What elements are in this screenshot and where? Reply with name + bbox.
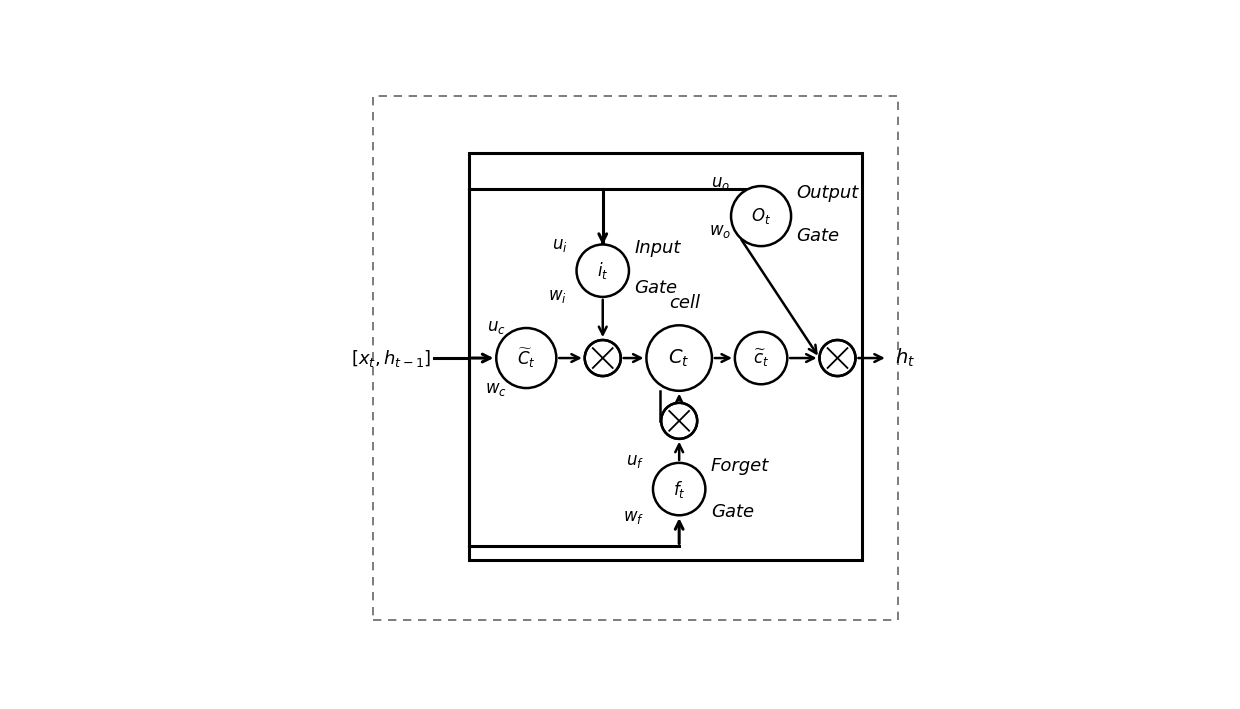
Text: $h_t$: $h_t$: [895, 347, 915, 369]
Circle shape: [820, 340, 856, 376]
Text: $w_o$: $w_o$: [709, 221, 732, 240]
Text: $\widetilde{C}_t$: $\widetilde{C}_t$: [517, 346, 536, 370]
Text: Gate: Gate: [711, 503, 754, 520]
Circle shape: [661, 403, 697, 439]
Text: $u_f$: $u_f$: [626, 452, 644, 470]
Text: $f_t$: $f_t$: [673, 479, 686, 500]
Text: Input: Input: [635, 239, 681, 257]
Circle shape: [496, 328, 557, 388]
Text: Gate: Gate: [635, 279, 677, 297]
Text: Output: Output: [796, 184, 859, 203]
Text: $O_t$: $O_t$: [751, 206, 771, 226]
Text: cell: cell: [670, 294, 701, 312]
Circle shape: [646, 325, 712, 391]
Text: $w_i$: $w_i$: [548, 287, 567, 305]
Text: $\widetilde{c}_t$: $\widetilde{c}_t$: [753, 347, 769, 369]
Text: Forget: Forget: [711, 457, 769, 476]
Text: $[x_t, h_{t-1}]$: $[x_t, h_{t-1}]$: [351, 347, 430, 369]
Text: $w_f$: $w_f$: [622, 508, 644, 526]
Text: $u_o$: $u_o$: [711, 174, 729, 191]
FancyBboxPatch shape: [373, 96, 898, 620]
FancyBboxPatch shape: [469, 153, 862, 560]
Circle shape: [577, 245, 629, 297]
Text: $C_t$: $C_t$: [668, 347, 689, 369]
Text: Gate: Gate: [796, 227, 839, 245]
Text: $u_c$: $u_c$: [487, 318, 506, 336]
Text: $i_t$: $i_t$: [596, 260, 609, 281]
Circle shape: [653, 463, 706, 515]
Text: $w_c$: $w_c$: [485, 380, 507, 398]
Circle shape: [735, 332, 787, 384]
Circle shape: [732, 186, 791, 246]
Text: $u_i$: $u_i$: [552, 236, 567, 255]
Circle shape: [585, 340, 621, 376]
